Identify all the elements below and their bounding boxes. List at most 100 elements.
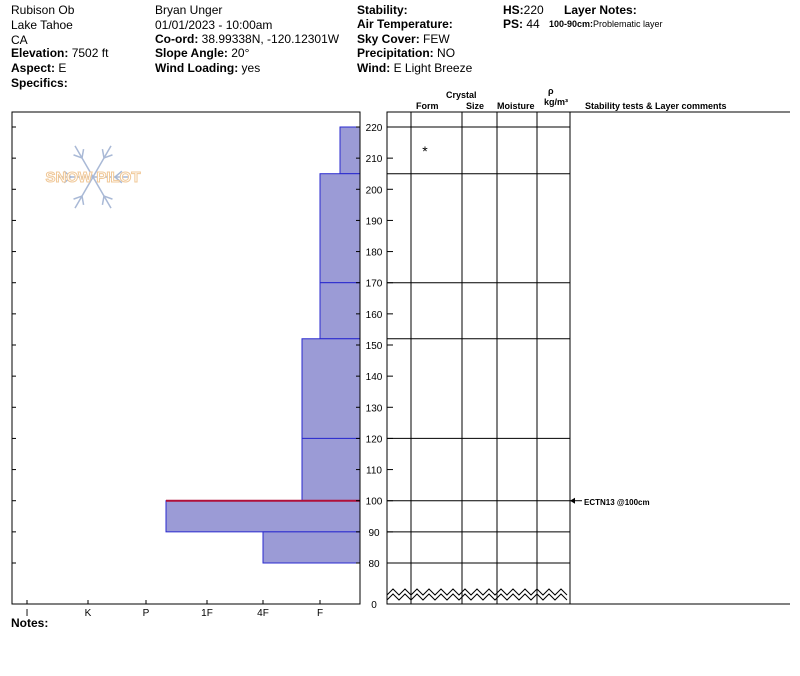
hardness-tick-label: P <box>143 608 150 619</box>
hardness-bar <box>301 338 361 439</box>
stability-test-comment: ECTN13 @100cm <box>584 498 650 507</box>
height-tick-label: 130 <box>366 403 383 414</box>
height-tick-label: 170 <box>366 279 383 290</box>
hs-label: HS: <box>503 3 524 17</box>
hs-value: 220 <box>523 3 544 17</box>
stability-arrow-head <box>570 497 575 504</box>
hardness-bar <box>319 173 361 284</box>
height-tick-label: 200 <box>366 185 383 196</box>
height-tick-label: 220 <box>366 123 383 134</box>
form-header: Form <box>416 101 439 111</box>
snowflake-branch <box>63 170 72 178</box>
elevation-label: Elevation: <box>11 46 69 60</box>
aspect-row: Aspect: E <box>11 61 66 75</box>
hardness-bar <box>165 500 361 533</box>
snowflake-branch <box>114 176 123 184</box>
snowflake-branch <box>81 148 85 159</box>
hardness-bar <box>262 531 361 564</box>
snowflake-branch <box>103 195 113 200</box>
coord-value: 38.99338N, -120.12301W <box>201 32 340 46</box>
wind-loading-label: Wind Loading: <box>155 61 239 75</box>
aspect-value: E <box>58 61 67 75</box>
hardness-tick-label: 4F <box>257 608 269 619</box>
slope-label: Slope Angle: <box>155 46 228 60</box>
chart-frame <box>11 111 790 605</box>
snowflake-branch <box>73 154 83 159</box>
ps-label: PS: <box>503 17 524 31</box>
ps-row: PS: 44 <box>503 17 540 31</box>
axis-break-zigzag <box>386 593 568 601</box>
wind-label: Wind: <box>357 61 391 75</box>
snowflake-icon <box>57 145 129 209</box>
coord-row: Co-ord: 38.99338N, -120.12301W <box>155 32 339 46</box>
size-header: Size <box>466 101 485 111</box>
ps-value: 44 <box>526 17 540 31</box>
moisture-header: Moisture <box>497 101 535 111</box>
layer-notes-label: Layer Notes: <box>564 3 637 17</box>
coord-label: Co-ord: <box>155 32 199 46</box>
height-tick-label: 90 <box>368 528 380 539</box>
height-tick-label: 210 <box>366 154 383 165</box>
stability-test-marker <box>570 497 582 504</box>
layer-grid <box>387 126 570 564</box>
snowflake-branch <box>73 195 83 200</box>
snowflake-branch <box>81 195 85 206</box>
hs-row: HS:220 <box>503 3 544 17</box>
layer-note-range: 100-90cm: <box>549 19 594 29</box>
snowpilot-logo: SNOW PILOT <box>45 145 141 209</box>
slope-value: 20° <box>231 46 250 60</box>
elevation-value: 7502 ft <box>71 46 109 60</box>
observation-datetime: 01/01/2023 - 10:00am <box>155 18 273 32</box>
layer-note-row: 100-90cm:Problematic layer <box>549 19 663 30</box>
observer-name: Bryan Unger <box>155 3 223 17</box>
state-name: CA <box>11 33 28 47</box>
snowflake-arm <box>74 176 94 209</box>
slope-row: Slope Angle: 20° <box>155 46 249 60</box>
notes-label: Notes: <box>11 616 49 630</box>
hardness-bar <box>339 126 361 175</box>
height-tick-label: 80 <box>368 559 380 570</box>
rho-header: ρ <box>548 86 554 96</box>
location-name: Rubison Ob <box>11 3 75 17</box>
precip-label: Precipitation: <box>357 46 434 60</box>
height-tick-label: 110 <box>366 466 382 477</box>
height-tick-label: 0 <box>371 600 377 611</box>
hardness-bar <box>301 437 361 502</box>
snowflake-branch <box>63 176 72 184</box>
comments-header: Stability tests & Layer comments <box>585 101 727 111</box>
height-tick-label: 180 <box>366 248 383 259</box>
precip-row: Precipitation: NO <box>357 46 455 60</box>
height-tick-label: 150 <box>366 341 383 352</box>
logo-text: SNOW PILOT <box>46 169 141 186</box>
aspect-label: Aspect: <box>11 61 56 75</box>
snowflake-branch <box>114 170 123 178</box>
hardness-tick-label: K <box>85 608 92 619</box>
hardness-histogram <box>165 126 361 564</box>
crystal-header: Crystal <box>446 90 477 100</box>
height-tick-label: 100 <box>366 497 383 508</box>
hardness-bar <box>319 282 361 340</box>
hardness-axis: I K P 1F 4F F <box>26 600 323 619</box>
layer-note-text: Problematic layer <box>593 19 663 29</box>
wind-row: Wind: E Light Breeze <box>357 61 472 75</box>
snowflake-arm <box>74 145 94 178</box>
wind-loading-value: yes <box>241 61 261 75</box>
snowflake-arm <box>92 176 112 209</box>
wind-value: E Light Breeze <box>393 61 473 75</box>
hardness-tick-label: 1F <box>201 608 213 619</box>
height-tick-label: 160 <box>366 310 383 321</box>
height-tick-label: 120 <box>366 434 383 445</box>
hardness-tick-label: F <box>317 608 323 619</box>
snowflake-branch <box>101 195 105 206</box>
hardness-tick-label: I <box>26 608 29 619</box>
stability-label: Stability: <box>357 3 408 17</box>
sky-cover-row: Sky Cover: FEW <box>357 32 450 46</box>
density-unit-header: kg/m³ <box>544 97 569 107</box>
sky-cover-label: Sky Cover: <box>357 32 420 46</box>
height-axis: 220 210 200 190 180 170 160 150 140 130 120 110 100 9… <box>12 123 393 611</box>
snowflake-arm <box>92 145 112 178</box>
grain-form-symbol: * <box>422 143 428 159</box>
height-tick-label: 140 <box>366 372 383 383</box>
precip-value: NO <box>437 46 456 60</box>
area-name: Lake Tahoe <box>11 18 73 32</box>
